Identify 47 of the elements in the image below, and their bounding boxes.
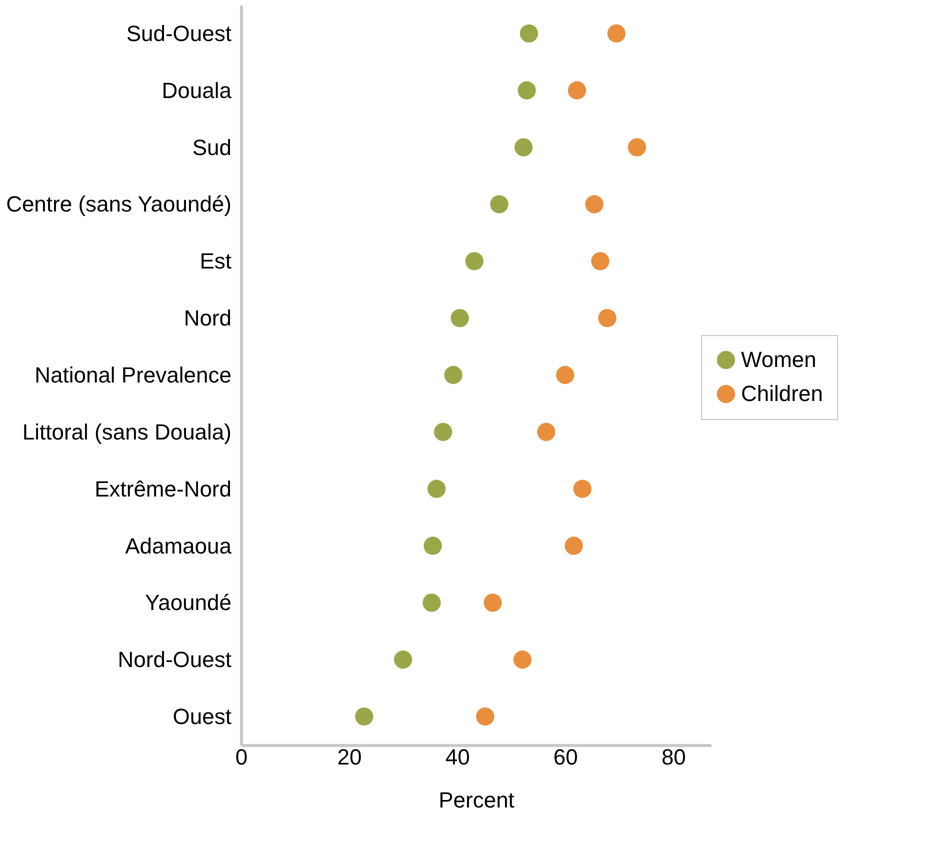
point (422, 594, 441, 612)
x-tick-label: 40 (445, 744, 470, 770)
x-tick-label: 60 (553, 744, 578, 770)
point (537, 422, 556, 441)
legend-label: Children (741, 381, 823, 406)
point (434, 422, 452, 441)
point (450, 309, 469, 328)
point (355, 707, 374, 726)
y-tick-label: Yaoundé (145, 590, 232, 616)
y-tick-label: Nord-Ouest (118, 647, 232, 672)
y-tick-label: Adamaoua (125, 533, 232, 558)
point (564, 536, 583, 555)
y-tick-label: National Prevalence (34, 362, 232, 388)
point (490, 195, 508, 214)
point (513, 650, 532, 669)
x-tick-label: 20 (337, 744, 362, 770)
point (568, 81, 586, 100)
legend-label: Women (741, 347, 816, 372)
point (444, 366, 462, 384)
y-tick-label: Est (200, 248, 232, 274)
y-tick-label: Douala (162, 78, 232, 103)
point (518, 81, 536, 100)
point (476, 707, 494, 726)
y-tick-label: Littoral (sans Douala) (22, 419, 232, 444)
point (591, 252, 610, 270)
y-tick-label: Extrême-Nord (94, 476, 232, 502)
y-tick-label: Sud-Ouest (126, 20, 232, 46)
point (424, 536, 442, 555)
y-tick-label: Sud (192, 134, 232, 160)
y-tick-label: Centre (sans Yaoundé) (6, 192, 232, 217)
point (514, 138, 533, 156)
point (484, 594, 502, 612)
x-tick-label: 80 (661, 744, 686, 770)
point (628, 138, 646, 156)
y-tick-label: Nord (184, 306, 232, 331)
point (585, 195, 604, 214)
point (520, 24, 538, 43)
x-axis-title: Percent (438, 788, 514, 812)
point (607, 24, 626, 43)
point (427, 480, 446, 498)
point (573, 480, 592, 498)
point (556, 366, 574, 384)
point (394, 650, 412, 669)
y-tick-label: Ouest (172, 704, 232, 730)
point (465, 252, 484, 270)
x-tick-label: 0 (235, 744, 248, 770)
point (598, 309, 616, 328)
